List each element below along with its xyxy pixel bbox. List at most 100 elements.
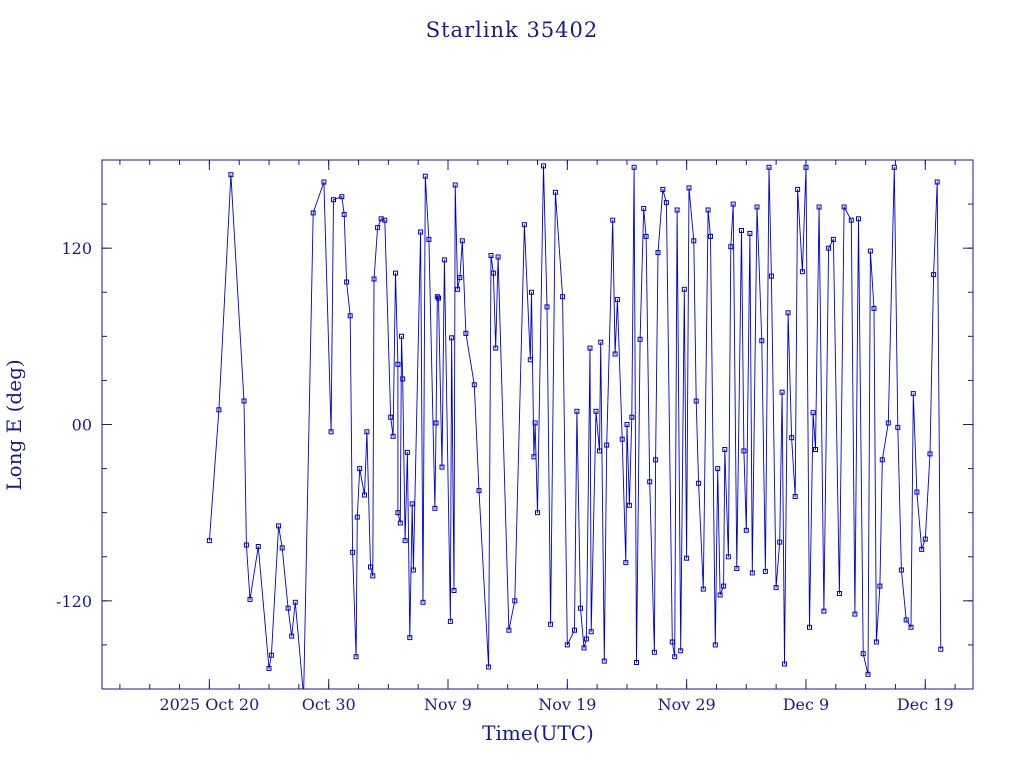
data-point-marker bbox=[841, 204, 847, 210]
data-point-marker bbox=[762, 568, 768, 574]
data-point-marker bbox=[922, 536, 928, 542]
y-axis-label: Long E (deg) bbox=[2, 359, 26, 490]
data-point-marker bbox=[581, 645, 587, 651]
data-point-marker bbox=[241, 398, 247, 404]
data-point-marker bbox=[741, 448, 747, 454]
data-point-marker bbox=[908, 624, 914, 630]
data-point-marker bbox=[681, 286, 687, 292]
y-tick-label: 120 bbox=[61, 239, 92, 258]
data-point-marker bbox=[604, 442, 610, 448]
data-point-marker bbox=[451, 588, 457, 593]
data-point-marker bbox=[684, 555, 690, 561]
data-point-marker bbox=[400, 376, 406, 382]
data-point-marker bbox=[588, 629, 594, 635]
data-point-marker bbox=[439, 464, 445, 470]
data-point-marker bbox=[362, 492, 367, 498]
data-point-marker bbox=[852, 611, 858, 617]
data-point-marker bbox=[903, 617, 909, 623]
data-point-marker bbox=[426, 236, 432, 242]
x-tick-label: Oct 30 bbox=[302, 695, 356, 714]
data-point-marker bbox=[743, 527, 749, 533]
x-tick-label: 2025 Oct 20 bbox=[160, 695, 260, 714]
data-point-marker bbox=[669, 639, 675, 645]
data-point-marker bbox=[544, 304, 550, 310]
data-point-marker bbox=[895, 424, 901, 430]
data-point-marker bbox=[637, 336, 643, 342]
data-point-marker bbox=[402, 538, 408, 544]
data-point-marker bbox=[344, 279, 350, 285]
data-point-marker bbox=[860, 651, 866, 657]
y-tick-label: 00 bbox=[72, 416, 92, 435]
data-point-marker bbox=[598, 339, 604, 345]
data-point-marker bbox=[368, 564, 373, 570]
data-point-marker bbox=[816, 204, 822, 210]
data-point-marker bbox=[779, 389, 785, 395]
data-point-marker bbox=[810, 410, 816, 416]
data-point-marker bbox=[865, 671, 871, 677]
data-point-marker bbox=[696, 480, 702, 486]
data-point-marker bbox=[541, 163, 546, 169]
data-point-marker bbox=[686, 185, 692, 191]
data-point-marker bbox=[691, 238, 697, 244]
data-point-marker bbox=[914, 489, 920, 495]
data-point-marker bbox=[393, 270, 398, 276]
data-point-marker bbox=[773, 585, 779, 591]
data-point-marker bbox=[493, 345, 499, 351]
data-point-marker bbox=[506, 627, 512, 633]
data-point-marker bbox=[821, 608, 827, 614]
tick-layer: 2025 Oct 20 Oct 30 Nov 9 Nov 19 Nov 29 Dec 9 D… bbox=[56, 160, 973, 714]
data-point-marker bbox=[700, 586, 706, 592]
data-point-marker bbox=[601, 658, 607, 664]
data-point-marker bbox=[739, 228, 744, 233]
data-point-marker bbox=[527, 357, 533, 363]
data-point-marker bbox=[341, 211, 347, 217]
data-point-marker bbox=[871, 305, 877, 311]
data-point-marker bbox=[919, 546, 925, 552]
data-point-marker bbox=[734, 566, 740, 571]
data-point-marker bbox=[597, 448, 602, 454]
data-point-marker bbox=[931, 272, 937, 278]
data-point-marker bbox=[548, 621, 554, 627]
data-point-marker bbox=[216, 407, 222, 413]
data-point-marker bbox=[705, 207, 711, 213]
data-point-marker bbox=[712, 642, 718, 648]
data-point-marker bbox=[722, 447, 728, 452]
data-point-marker bbox=[404, 449, 410, 455]
data-point-marker bbox=[583, 636, 589, 642]
data-point-marker bbox=[321, 179, 327, 185]
data-point-marker bbox=[206, 538, 212, 544]
data-point-marker bbox=[777, 539, 783, 545]
x-tick-label: Nov 29 bbox=[658, 695, 716, 714]
data-point-marker bbox=[490, 270, 496, 276]
data-point-marker bbox=[647, 479, 653, 485]
data-point-marker bbox=[463, 330, 469, 336]
x-tick-label: Nov 19 bbox=[538, 695, 596, 714]
data-point-marker bbox=[552, 189, 558, 195]
x-tick-label: Nov 9 bbox=[424, 695, 472, 714]
data-point-marker bbox=[486, 664, 492, 670]
data-point-marker bbox=[279, 545, 285, 551]
data-point-marker bbox=[898, 567, 904, 573]
data-point-marker bbox=[934, 179, 940, 185]
data-point-marker bbox=[370, 573, 376, 579]
data-point-marker bbox=[243, 542, 249, 548]
data-point-marker bbox=[747, 231, 753, 236]
data-point-marker bbox=[529, 289, 534, 295]
data-point-marker bbox=[754, 204, 760, 210]
data-point-marker bbox=[836, 591, 842, 596]
data-point-marker bbox=[476, 488, 482, 494]
data-point-marker bbox=[535, 510, 540, 516]
data-point-marker bbox=[457, 275, 463, 281]
data-point-marker bbox=[730, 201, 736, 207]
data-point-marker bbox=[399, 333, 404, 339]
data-point-marker bbox=[328, 429, 334, 435]
data-point-marker bbox=[331, 197, 336, 203]
data-point-marker bbox=[531, 454, 537, 460]
data-point-marker bbox=[910, 391, 916, 397]
data-point-marker bbox=[856, 216, 861, 222]
x-tick-label: Dec 9 bbox=[783, 695, 830, 714]
data-point-marker bbox=[578, 605, 583, 611]
data-point-marker bbox=[826, 245, 832, 251]
data-point-marker bbox=[877, 583, 883, 589]
data-point-marker bbox=[708, 233, 713, 239]
